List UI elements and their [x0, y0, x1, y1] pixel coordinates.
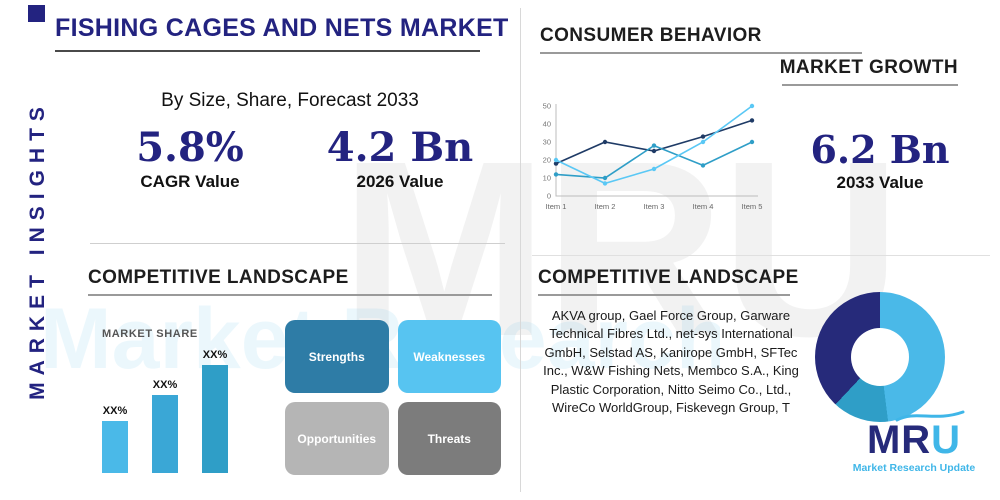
- svg-text:10: 10: [543, 174, 551, 183]
- swot-grid: Strengths Weaknesses Opportunities Threa…: [285, 320, 501, 475]
- svg-text:30: 30: [543, 138, 551, 147]
- consumer-behavior-underline: [540, 52, 862, 54]
- bar-rect: [202, 365, 228, 473]
- bar-rect: [152, 395, 178, 473]
- brand-logo: MRU Market Research Update: [838, 410, 990, 474]
- swot-opportunities: Opportunities: [285, 402, 389, 475]
- heading-competitive-landscape-left: COMPETITIVE LANDSCAPE: [88, 267, 349, 288]
- bar-value-label: XX%: [102, 405, 128, 417]
- svg-text:Item 2: Item 2: [595, 202, 616, 211]
- svg-text:40: 40: [543, 120, 551, 129]
- donut-hole: [851, 328, 909, 386]
- svg-text:Item 3: Item 3: [644, 202, 665, 211]
- companies-list: AKVA group, Gael Force Group, Garware Te…: [543, 308, 799, 416]
- value-2026: 4.2 Bn: [326, 124, 474, 171]
- market-share-label: MARKET SHARE: [102, 328, 198, 340]
- logo-letter: U: [931, 418, 962, 462]
- svg-text:0: 0: [547, 192, 551, 201]
- cagr-value: 5.8%: [136, 124, 244, 171]
- title-underline: [55, 50, 480, 52]
- logo-subtext: Market Research Update: [852, 462, 976, 474]
- page-title: FISHING CAGES AND NETS MARKET: [55, 14, 509, 42]
- stat-2026-value: 4.2 Bn 2026 Value: [305, 127, 495, 192]
- value-2026-label: 2026 Value: [356, 172, 444, 191]
- heading-market-growth: MARKET GROWTH: [779, 57, 958, 78]
- value-2033-label: 2033 Value: [836, 172, 924, 192]
- market-share-bars: XX% XX% XX%: [102, 345, 272, 473]
- vertical-divider: [520, 8, 521, 492]
- heading-competitive-landscape-right: COMPETITIVE LANDSCAPE: [538, 267, 799, 288]
- bar-value-label: XX%: [202, 349, 228, 361]
- svg-text:Item 4: Item 4: [693, 202, 714, 211]
- growth-line-chart: 0 10 20 30 40 50 Item 1 Item 2 Item 3 Item 4 Item …: [543, 102, 763, 212]
- wave-icon: [895, 410, 965, 422]
- heading-consumer-behavior: CONSUMER BEHAVIOR: [540, 25, 762, 46]
- svg-text:20: 20: [543, 156, 551, 165]
- left-horizontal-divider: [90, 243, 505, 244]
- competitive-landscape-left-underline: [88, 294, 492, 296]
- stat-cagr: 5.8% CAGR Value: [95, 127, 285, 192]
- logo-letter: M: [866, 418, 902, 462]
- vertical-title: MARKET INSIGHTS: [26, 100, 49, 400]
- corner-accent-square: [28, 5, 45, 22]
- market-growth-underline: [782, 84, 958, 86]
- bar-rect: [102, 421, 128, 473]
- cagr-label: CAGR Value: [140, 172, 240, 191]
- swot-weaknesses: Weaknesses: [397, 320, 501, 393]
- stat-2033-value: 6.2 Bn 2033 Value: [790, 130, 970, 193]
- market-share-bar: XX%: [102, 405, 128, 473]
- logo-letter: R: [901, 418, 932, 462]
- swot-strengths: Strengths: [285, 320, 389, 393]
- svg-text:Item 1: Item 1: [546, 202, 567, 211]
- swot-threats: Threats: [397, 402, 501, 475]
- logo-text: MRU: [866, 410, 965, 462]
- competitive-landscape-right-underline: [538, 294, 790, 296]
- svg-text:Item 5: Item 5: [742, 202, 763, 211]
- donut-chart: [815, 292, 945, 422]
- svg-text:50: 50: [543, 102, 551, 111]
- market-share-bar: XX%: [202, 349, 228, 473]
- page-subtitle: By Size, Share, Forecast 2033: [161, 90, 419, 111]
- value-2033: 6.2 Bn: [810, 127, 950, 172]
- market-share-bar: XX%: [152, 379, 178, 473]
- right-horizontal-divider: [532, 255, 990, 256]
- bar-value-label: XX%: [152, 379, 178, 391]
